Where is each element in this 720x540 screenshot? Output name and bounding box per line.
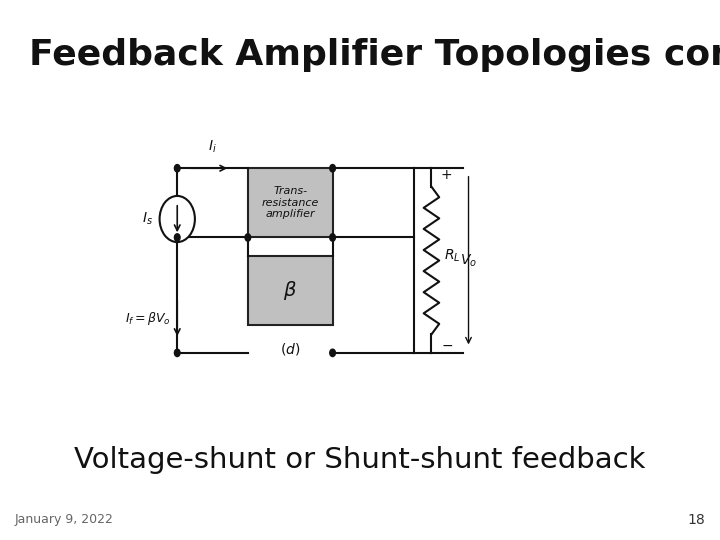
Text: +: + — [441, 168, 452, 182]
Circle shape — [245, 234, 251, 241]
Text: January 9, 2022: January 9, 2022 — [14, 514, 113, 526]
Circle shape — [174, 349, 180, 356]
Text: $\beta$: $\beta$ — [283, 279, 297, 302]
Text: Trans-
resistance
amplifier: Trans- resistance amplifier — [261, 186, 319, 219]
Circle shape — [330, 349, 336, 356]
Text: $V_o$: $V_o$ — [459, 252, 477, 269]
Circle shape — [330, 234, 336, 241]
Text: $I_f = \beta V_o$: $I_f = \beta V_o$ — [125, 310, 171, 327]
Circle shape — [330, 165, 336, 172]
Circle shape — [174, 234, 180, 241]
Circle shape — [174, 165, 180, 172]
Text: Feedback Amplifier Topologies contd.: Feedback Amplifier Topologies contd. — [29, 38, 720, 72]
Text: $I_s$: $I_s$ — [142, 211, 153, 227]
Text: $I_i$: $I_i$ — [208, 139, 217, 156]
Bar — [248, 168, 333, 238]
Text: $R_L$: $R_L$ — [444, 248, 460, 264]
Text: 18: 18 — [688, 512, 706, 526]
Text: $(d)$: $(d)$ — [280, 341, 300, 357]
Text: $-$: $-$ — [441, 338, 453, 352]
Text: Voltage-shunt or Shunt-shunt feedback: Voltage-shunt or Shunt-shunt feedback — [74, 446, 646, 474]
Bar — [248, 256, 333, 325]
Circle shape — [160, 196, 195, 242]
